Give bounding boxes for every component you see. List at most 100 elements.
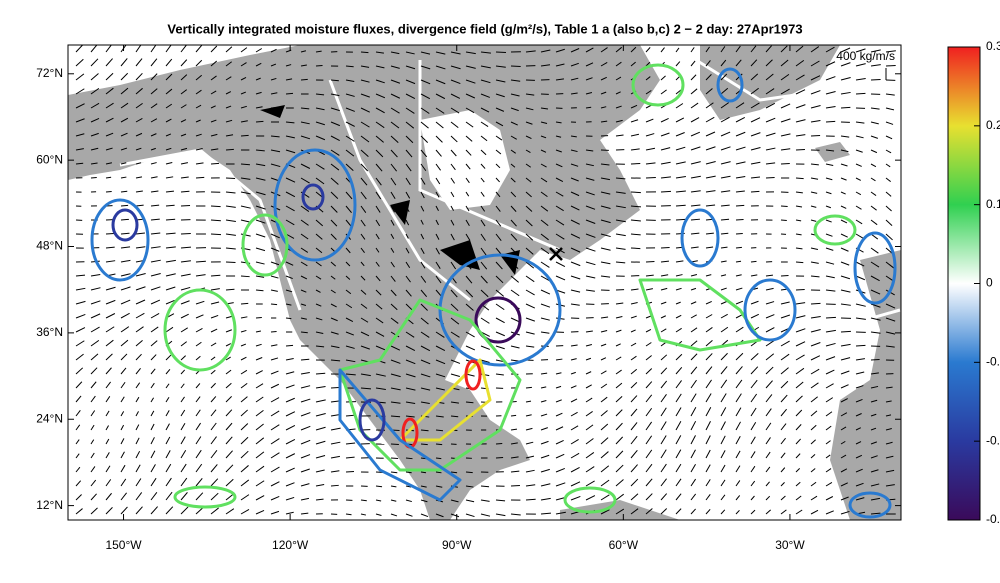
flux-vector: [630, 342, 637, 347]
flux-vector: [435, 275, 442, 284]
flux-vector: [120, 451, 125, 459]
flux-vector: [615, 343, 621, 347]
flux-vector: [735, 379, 743, 389]
flux-vector: [795, 302, 806, 305]
flux-vector: [300, 64, 307, 67]
flux-vector: [240, 91, 247, 95]
flux-vector: [510, 275, 519, 283]
flux-vector: [135, 312, 145, 319]
flux-vector: [540, 135, 547, 139]
flux-vector: [450, 359, 461, 364]
flux-vector: [225, 233, 236, 236]
flux-vector: [555, 385, 562, 389]
flux-vector: [435, 121, 444, 129]
flux-vector: [510, 121, 518, 126]
flux-vector: [765, 353, 775, 361]
flux-vector: [795, 261, 804, 264]
flux-vector: [375, 345, 386, 351]
flux-vector: [90, 493, 97, 501]
flux-vector: [675, 327, 682, 333]
flux-vector: [90, 176, 97, 179]
flux-vector: [630, 119, 639, 123]
flux-vector: [405, 401, 416, 404]
flux-vector: [495, 191, 501, 198]
flux-vector: [135, 286, 146, 291]
flux-vector: [795, 191, 803, 194]
y-tick-label: 24°N: [36, 411, 63, 425]
colorbar-tick-label: 0: [986, 276, 993, 290]
flux-vector: [750, 451, 756, 459]
flux-vector: [555, 233, 565, 240]
flux-vector: [225, 508, 235, 515]
boundaries: [119, 48, 901, 332]
flux-vector: [480, 149, 487, 156]
flux-vector: [165, 326, 174, 333]
flux-vector: [780, 509, 787, 515]
land-europe-africa: [830, 250, 901, 520]
flux-vector: [75, 148, 84, 151]
flux-vector: [690, 464, 696, 473]
flux-vector: [825, 510, 834, 515]
flux-vector: [780, 467, 786, 473]
flux-vector: [750, 161, 761, 165]
flux-vector: [150, 410, 155, 417]
flux-vector: [570, 439, 579, 445]
flux-vector: [135, 87, 143, 95]
flux-vector: [150, 103, 158, 109]
flux-vector: [615, 91, 621, 95]
flux-vector: [525, 107, 534, 111]
flux-vector: [240, 409, 248, 417]
flux-vector: [795, 233, 802, 236]
flux-vector: [150, 397, 155, 403]
flux-vector: [675, 314, 682, 319]
flux-vector: [885, 331, 896, 335]
flux-vector: [615, 46, 623, 53]
flux-vector: [765, 366, 774, 375]
flux-vector: [825, 454, 831, 459]
flux-vector: [885, 121, 894, 125]
flux-vector: [150, 218, 160, 221]
flux-vector: [375, 93, 386, 99]
flux-vector: [120, 273, 131, 277]
flux-vector: [675, 449, 682, 459]
flux-vector: [405, 177, 411, 186]
flux-vector: [420, 121, 429, 129]
flux-vector: [750, 59, 758, 67]
flux-vector: [825, 46, 835, 53]
flux-vector: [600, 329, 608, 333]
flux-vector: [660, 301, 667, 305]
flux-vector: [135, 492, 143, 501]
flux-vector: [810, 302, 821, 305]
flux-vector: [195, 422, 201, 431]
flux-vector: [420, 401, 430, 405]
flux-vector: [405, 359, 416, 365]
flux-vector: [690, 478, 697, 487]
flux-vector: [705, 246, 714, 249]
contour: [338, 368, 462, 502]
flux-vector: [375, 121, 385, 129]
flux-vector: [315, 484, 325, 487]
flux-vector: [660, 393, 667, 403]
flux-vector: [120, 353, 128, 361]
flux-vector: [540, 289, 551, 295]
flux-vector: [480, 289, 489, 298]
flux-vector: [585, 219, 596, 224]
contour: [111, 208, 139, 242]
flux-vector: [105, 190, 112, 193]
flux-vector: [765, 422, 772, 431]
flux-vector: [360, 135, 370, 143]
flux-vector: [270, 438, 280, 445]
flux-vector: [165, 259, 176, 263]
flux-vector: [450, 233, 455, 241]
flux-vector: [285, 384, 295, 389]
flux-vector: [495, 163, 501, 169]
flux-vector: [420, 303, 428, 311]
flux-vector: [255, 423, 264, 431]
flux-vector: [765, 102, 776, 109]
flux-vector: [705, 508, 711, 515]
flux-vector: [345, 331, 355, 336]
flux-vector: [390, 499, 397, 502]
flux-vector: [255, 509, 265, 515]
flux-vector: [315, 345, 325, 348]
flux-vector: [735, 232, 743, 235]
